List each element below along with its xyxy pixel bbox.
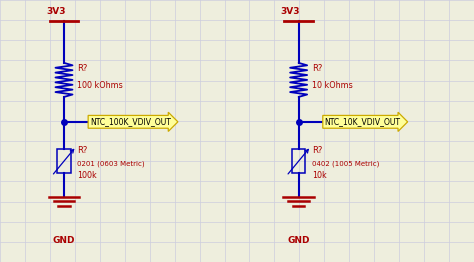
Text: 0201 (0603 Metric): 0201 (0603 Metric) xyxy=(77,161,145,167)
Bar xyxy=(292,149,305,173)
Text: NTC_10K_VDIV_OUT: NTC_10K_VDIV_OUT xyxy=(325,117,401,126)
Text: R?: R? xyxy=(312,146,322,155)
Text: 100 kOhms: 100 kOhms xyxy=(77,81,123,90)
Text: 3V3: 3V3 xyxy=(46,7,66,16)
Text: R?: R? xyxy=(312,64,322,73)
Text: 3V3: 3V3 xyxy=(281,7,301,16)
Text: GND: GND xyxy=(287,236,310,245)
Text: NTC_100K_VDIV_OUT: NTC_100K_VDIV_OUT xyxy=(90,117,171,126)
Text: 10k: 10k xyxy=(312,171,327,180)
Text: 10 kOhms: 10 kOhms xyxy=(312,81,353,90)
Text: GND: GND xyxy=(53,236,75,245)
Text: 100k: 100k xyxy=(77,171,97,180)
Text: R?: R? xyxy=(77,146,88,155)
Text: 0402 (1005 Metric): 0402 (1005 Metric) xyxy=(312,161,379,167)
Text: R?: R? xyxy=(77,64,88,73)
Bar xyxy=(57,149,71,173)
